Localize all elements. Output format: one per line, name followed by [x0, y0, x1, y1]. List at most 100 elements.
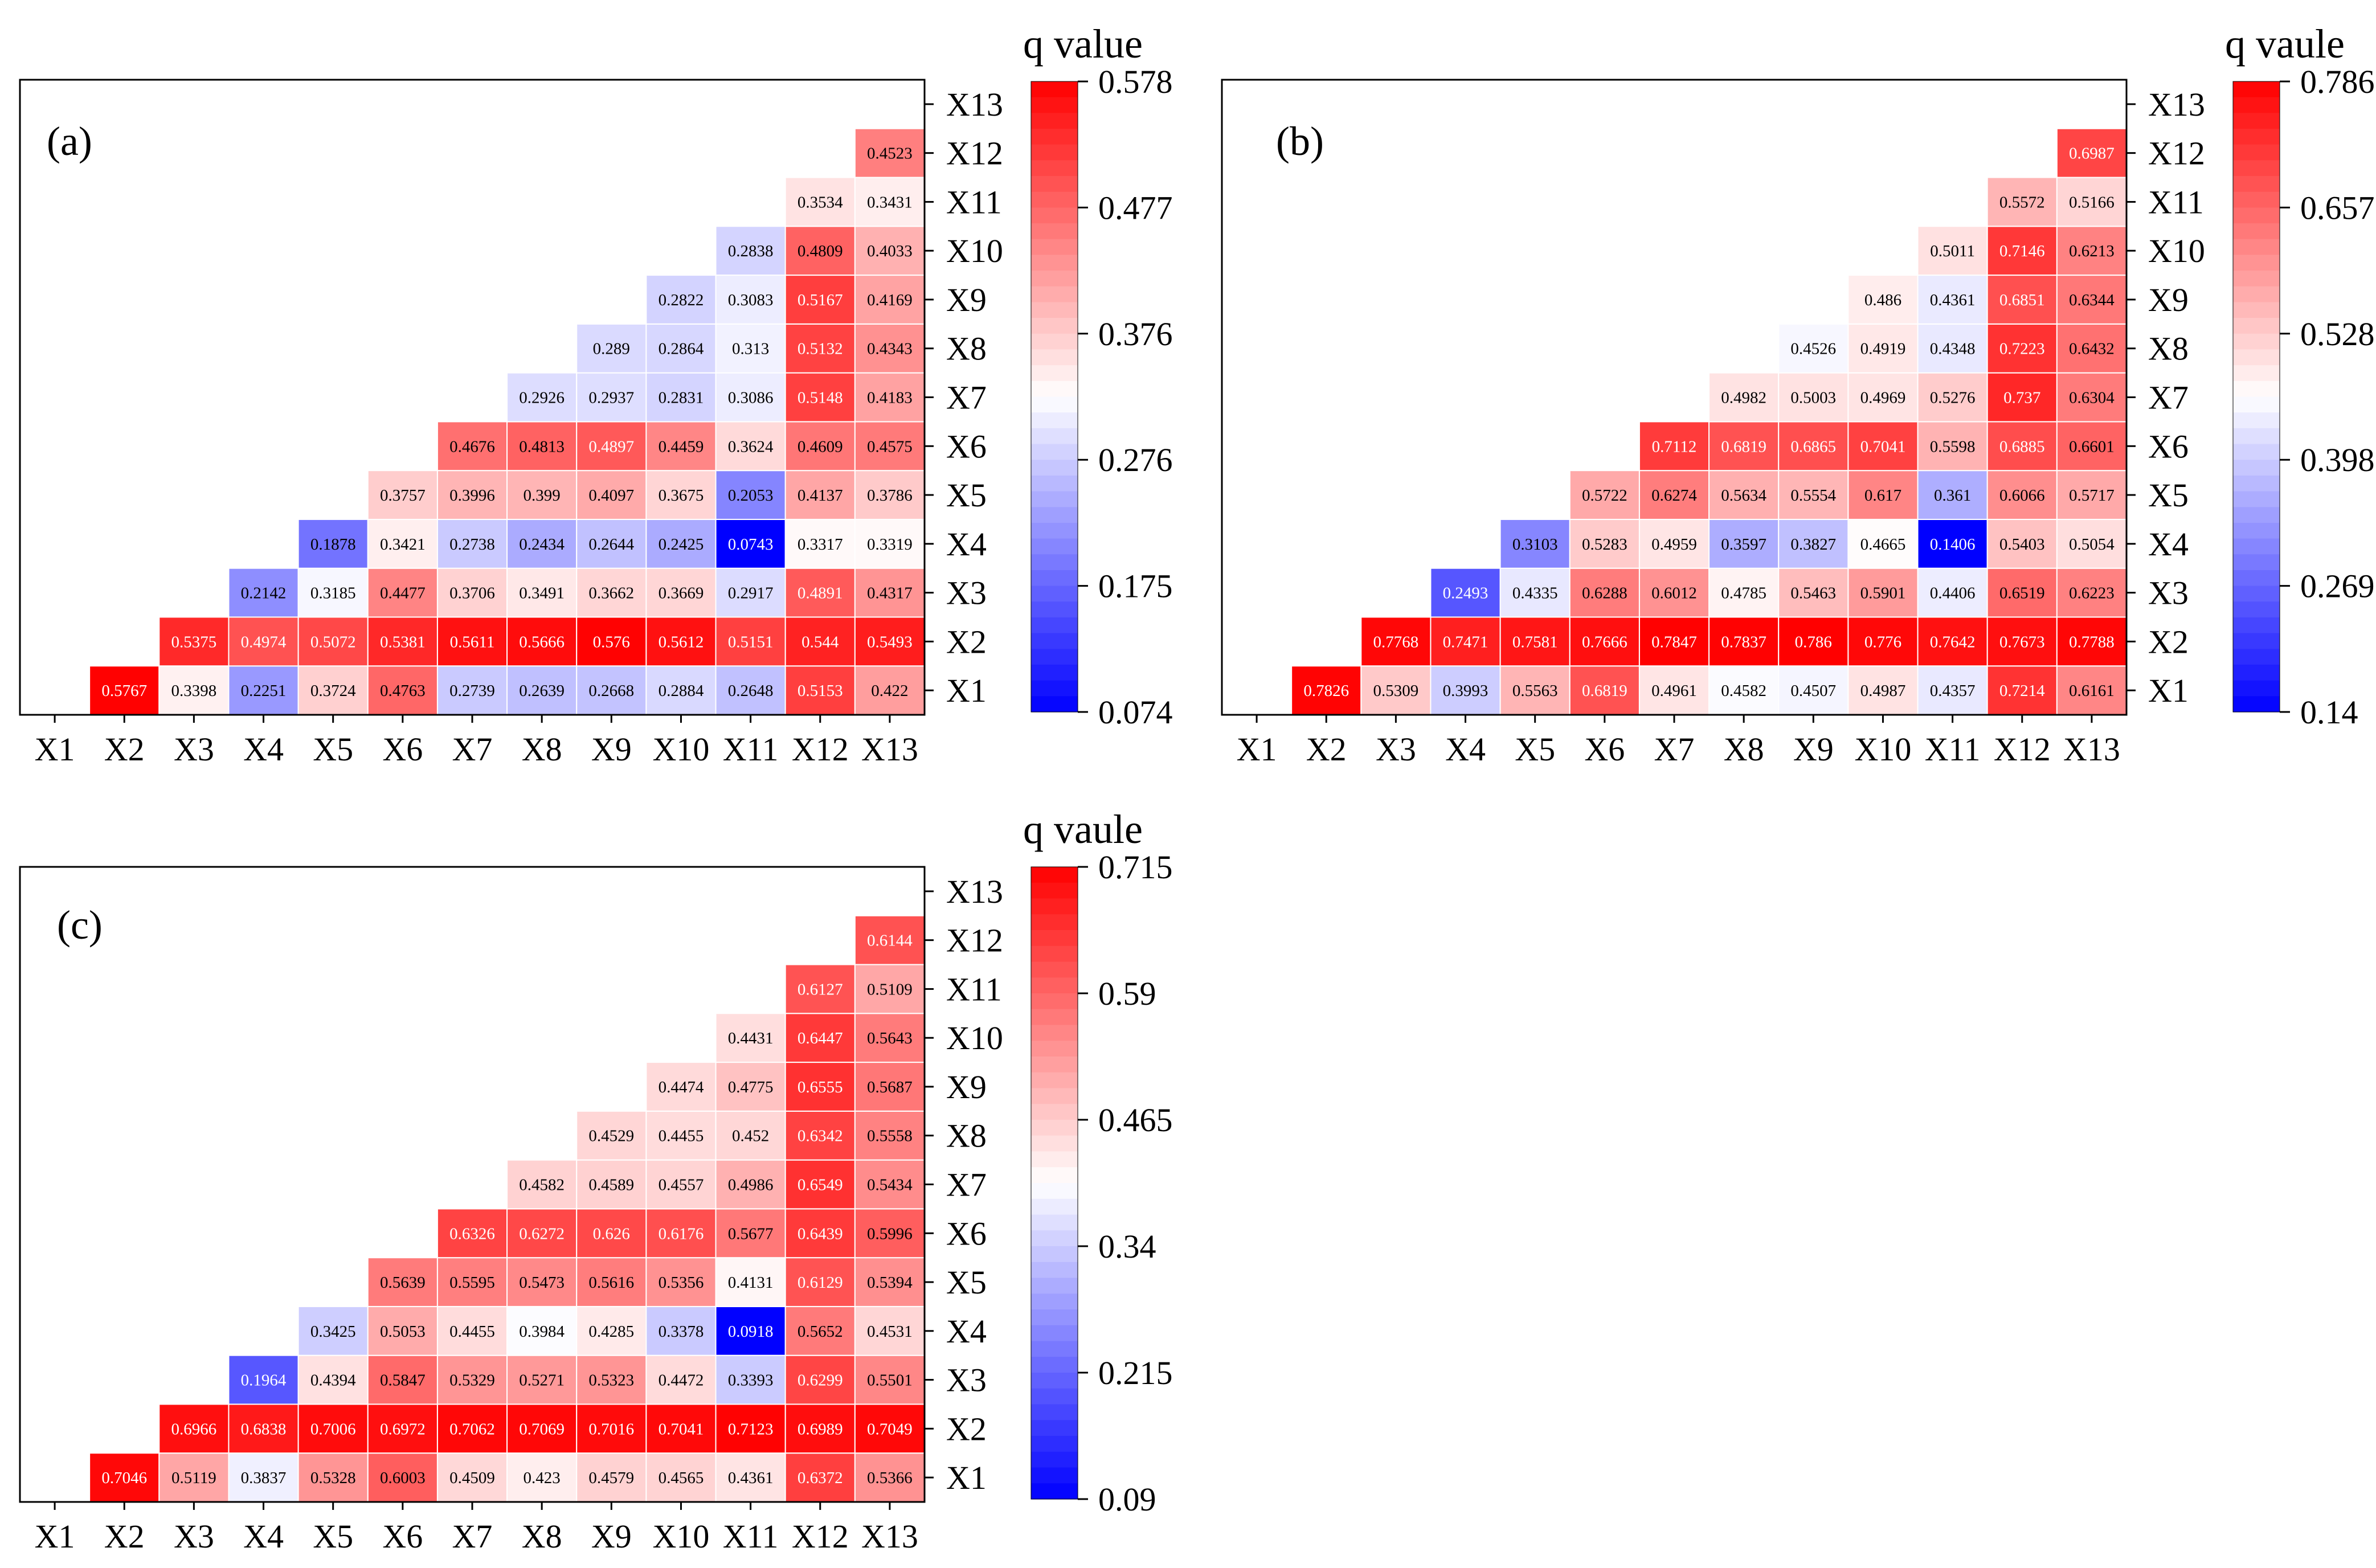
- heatmap-cell: [576, 567, 647, 618]
- cell-value-label: 0.5563: [1512, 682, 1558, 700]
- cell-value-label: 0.3398: [171, 682, 217, 700]
- x-tick-label: X12: [792, 731, 849, 768]
- cell-value-label: 0.3421: [380, 535, 426, 554]
- y-tick-label: X9: [946, 1068, 987, 1106]
- colorbar-step: [1031, 1467, 1078, 1484]
- colorbar-step: [1031, 570, 1078, 587]
- heatmap-cell: [506, 1159, 578, 1210]
- colorbar-tick-label: 0.657: [2300, 189, 2375, 226]
- cell-value-label: 0.2926: [519, 389, 565, 407]
- cell-value-label: 0.4665: [1860, 535, 1906, 554]
- cell-value-label: 0.5166: [2069, 193, 2115, 211]
- x-tick-label: X13: [2063, 731, 2120, 768]
- colorbar-step: [1031, 1135, 1078, 1152]
- heatmap-cell: [1360, 616, 1432, 667]
- heatmap-cell: [854, 421, 926, 472]
- heatmap-cell: [715, 1013, 786, 1063]
- cell-value-label: 0.5901: [1860, 584, 1906, 603]
- cell-value-label: 0.2884: [659, 682, 704, 700]
- x-tick-label: X12: [792, 1518, 849, 1555]
- colorbar-step: [2233, 412, 2280, 429]
- cell-value-label: 0.5283: [1582, 535, 1627, 554]
- heatmap-cell: [784, 1257, 856, 1307]
- cell-value-label: 0.7041: [1860, 437, 1906, 456]
- y-tick-label: X7: [946, 379, 987, 416]
- cell-value-label: 0.7471: [1443, 633, 1488, 651]
- cell-value-label: 0.5463: [1790, 584, 1836, 603]
- y-tick-label: X10: [946, 232, 1003, 269]
- heatmap-panel-2: 0.7826 0.5309 0.3993 0.5563 0.6819 0.4961 0.45…: [1221, 21, 2375, 768]
- cell-value-label: 0.7837: [1721, 633, 1766, 651]
- heatmap-cell: [645, 665, 717, 715]
- cell-value-label: 0.6012: [1651, 584, 1697, 603]
- colorbar-step: [1031, 475, 1078, 492]
- colorbar-step: [1031, 271, 1078, 287]
- x-tick-label: X4: [243, 731, 284, 768]
- cell-value-label: 0.5639: [380, 1274, 426, 1292]
- cell-value-label: 0.7223: [1999, 340, 2045, 358]
- cell-value-label: 0.7847: [1651, 633, 1697, 651]
- cell-value-label: 0.4897: [588, 437, 634, 456]
- colorbar-step: [1031, 1009, 1078, 1026]
- heatmap-cell: [1708, 665, 1780, 715]
- heatmap-cell: [645, 1305, 717, 1356]
- cell-value-label: 0.5847: [380, 1372, 426, 1390]
- cell-value-label: 0.6326: [449, 1225, 495, 1243]
- heatmap-cell: [367, 470, 438, 520]
- colorbar-step: [2233, 239, 2280, 256]
- y-tick-label: X8: [2148, 330, 2189, 367]
- colorbar-step: [1031, 1072, 1078, 1089]
- cell-value-label: 0.4785: [1721, 584, 1766, 603]
- heatmap-cell: [436, 1208, 508, 1259]
- cell-value-label: 0.1878: [310, 535, 356, 554]
- cell-value-label: 0.5767: [101, 682, 147, 700]
- heatmap-cell: [854, 567, 926, 618]
- cell-value-label: 0.6439: [798, 1225, 843, 1243]
- colorbar-step: [2233, 507, 2280, 523]
- cell-value-label: 0.4455: [659, 1127, 704, 1145]
- y-tick-label: X2: [946, 1410, 987, 1447]
- cell-value-label: 0.5666: [519, 633, 565, 651]
- colorbar-step: [2233, 176, 2280, 193]
- heatmap-cell: [645, 323, 717, 374]
- colorbar-tick-label: 0.074: [1098, 694, 1173, 731]
- heatmap-cell: [1708, 470, 1780, 520]
- cell-value-label: 0.5366: [867, 1469, 913, 1487]
- heatmap-cell: [715, 1452, 786, 1503]
- colorbar-frame: [2232, 81, 2280, 713]
- x-tick-label: X3: [174, 731, 214, 768]
- colorbar-frame: [1030, 866, 1078, 1500]
- colorbar-step: [1031, 507, 1078, 523]
- colorbar-step: [1031, 898, 1078, 915]
- colorbar-step: [1031, 1341, 1078, 1357]
- colorbar-step: [1031, 1214, 1078, 1231]
- cell-value-label: 0.4676: [449, 437, 495, 456]
- cell-value-label: 0.5717: [2069, 486, 2115, 505]
- heatmap-cell: [1986, 275, 2058, 325]
- cell-value-label: 0.6966: [171, 1420, 217, 1438]
- colorbar-step: [1031, 649, 1078, 665]
- cell-value-label: 0.4529: [588, 1127, 634, 1145]
- heatmap-cell: [645, 518, 717, 569]
- colorbar-step: [1031, 664, 1078, 681]
- cell-value-label: 0.6432: [2069, 340, 2115, 358]
- colorbar-step: [2233, 649, 2280, 665]
- cell-value-label: 0.5434: [867, 1176, 913, 1194]
- colorbar-step: [1031, 286, 1078, 303]
- cell-value-label: 0.5572: [1999, 193, 2045, 211]
- cell-value-label: 0.5054: [2069, 535, 2115, 554]
- cell-value-label: 0.7006: [310, 1420, 356, 1438]
- colorbar-tick-label: 0.59: [1098, 975, 1156, 1012]
- cell-value-label: 0.2917: [728, 584, 774, 603]
- cell-value-label: 0.5595: [449, 1274, 495, 1292]
- heatmap-cell: [784, 372, 856, 423]
- colorbar-step: [1031, 129, 1078, 145]
- heatmap-cell: [784, 1452, 856, 1503]
- heatmap-cell: [1917, 372, 1988, 423]
- colorbar-step: [1031, 586, 1078, 602]
- colorbar-step: [1031, 1041, 1078, 1057]
- cell-value-label: 0.6989: [798, 1420, 843, 1438]
- cell-value-label: 0.7123: [728, 1420, 774, 1438]
- heatmap-cell: [506, 421, 578, 472]
- heatmap-cell: [576, 470, 647, 520]
